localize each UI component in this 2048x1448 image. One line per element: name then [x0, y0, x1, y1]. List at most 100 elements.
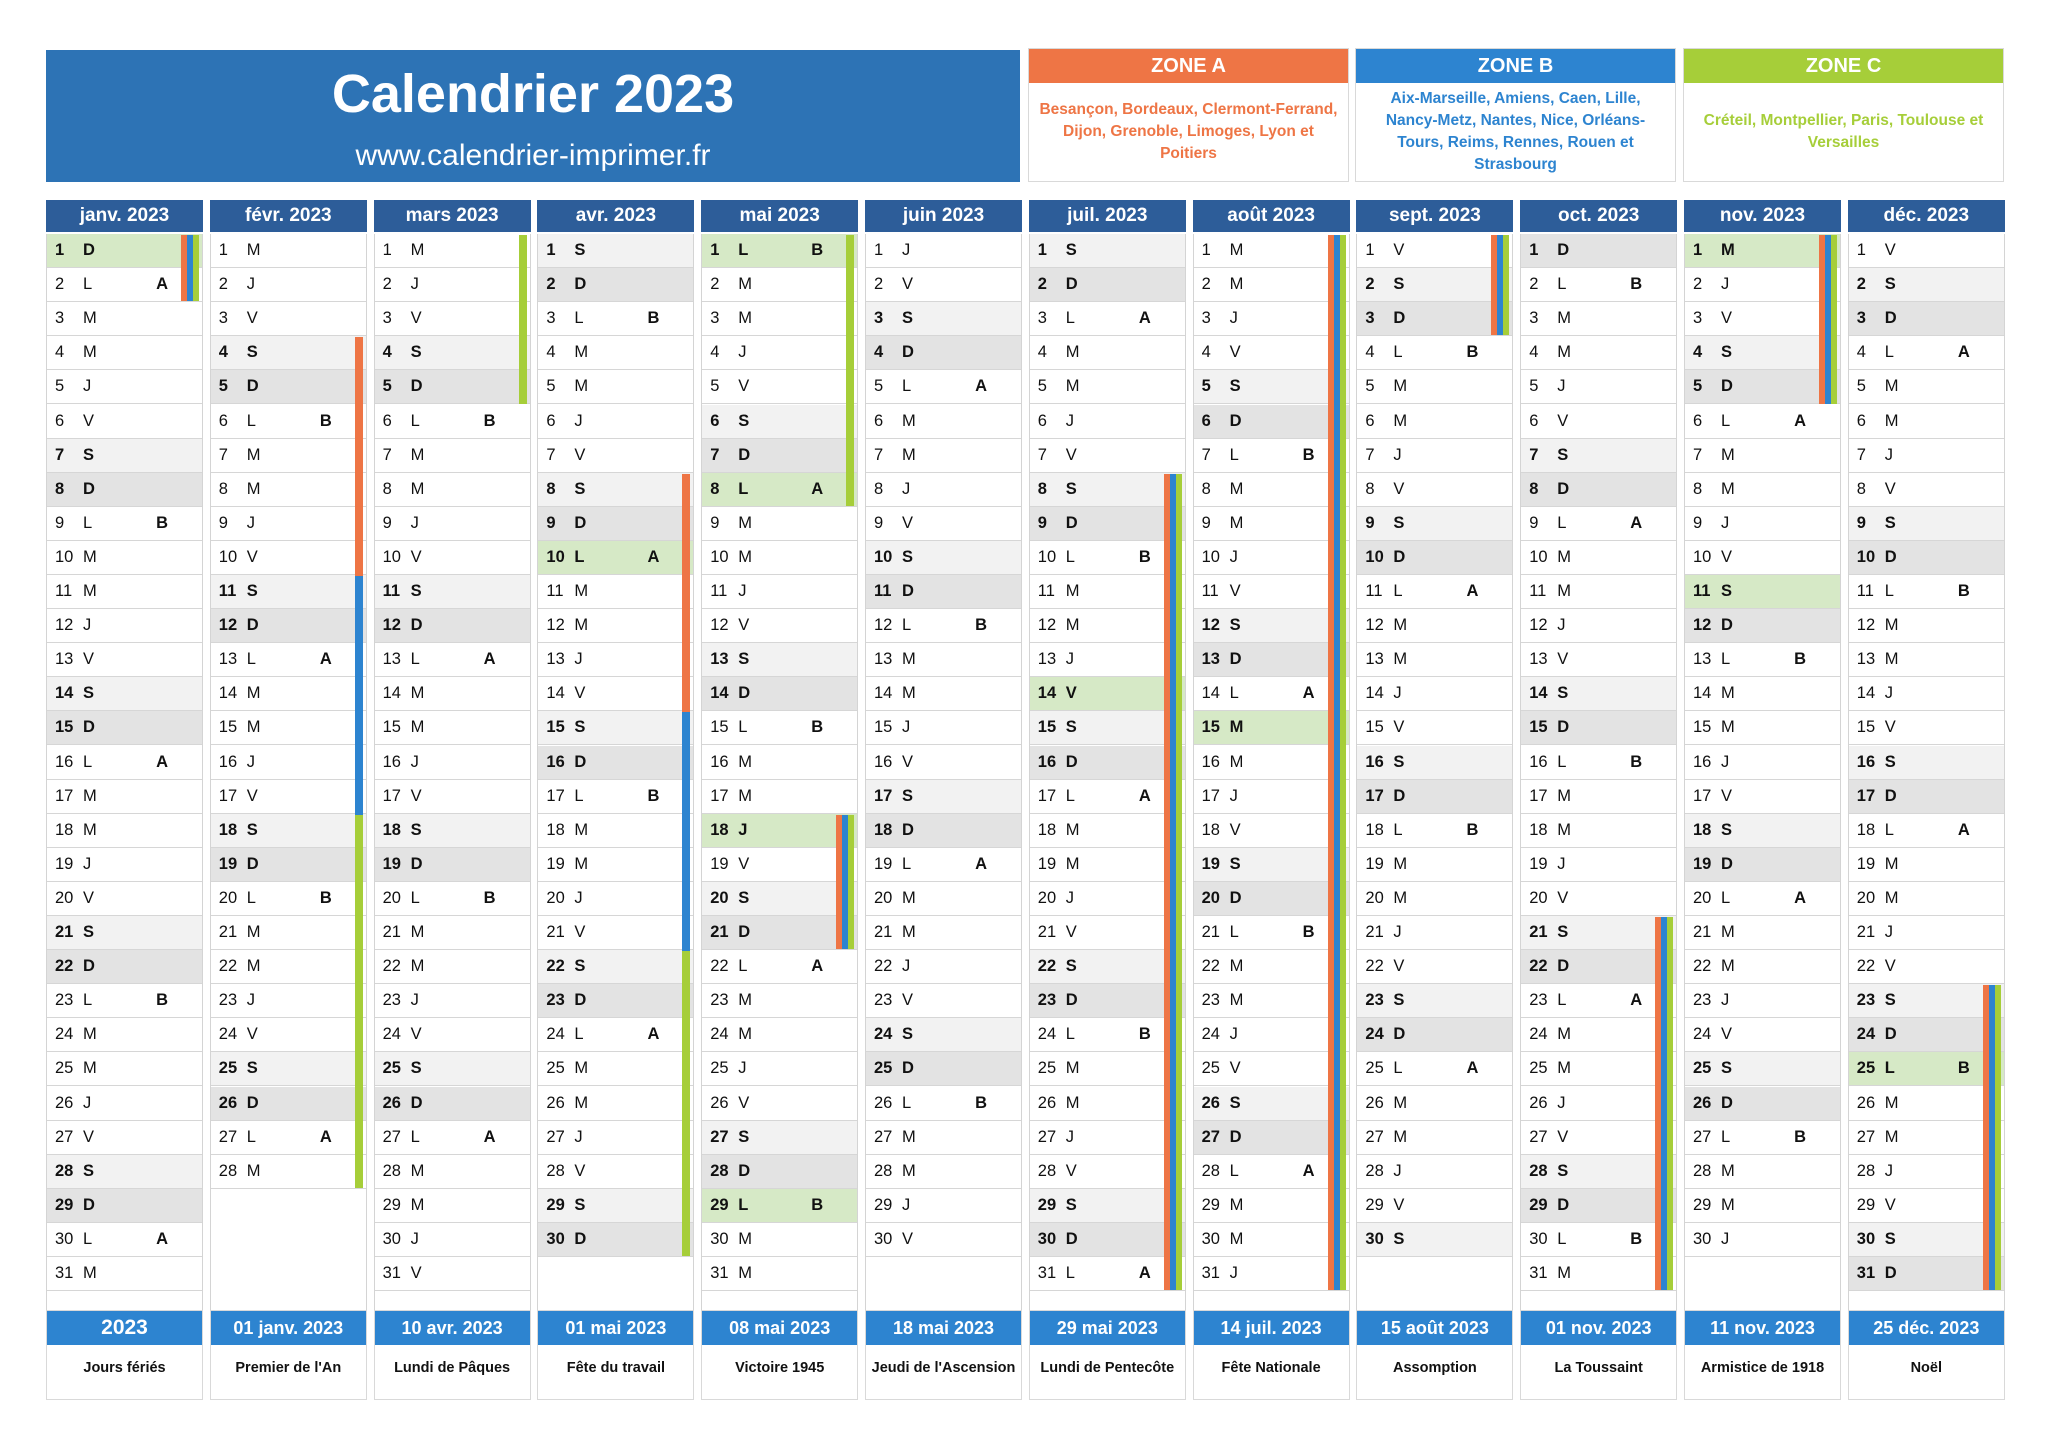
day-number: 12: [874, 616, 893, 635]
day-letter: L: [902, 854, 912, 873]
day-letter: V: [1229, 343, 1241, 362]
day-letter: L: [246, 888, 256, 907]
holiday-date: 01 mai 2023: [538, 1311, 694, 1345]
day-letter: V: [1884, 1195, 1896, 1214]
month-days: 1 M 2 J 3 V 4 S 5 D 6 L A 7 M 8 M 9 J 10 V 11 S 12 D 13 L B 14 M 15 M 16…: [1684, 234, 1841, 1327]
day-number: 23: [1201, 991, 1220, 1010]
day-letter: M: [410, 479, 425, 498]
day-number: 12: [55, 616, 74, 635]
day-row: 24 V: [210, 1018, 366, 1053]
day-row: 24 M: [1521, 1018, 1677, 1053]
day-letter: J: [83, 854, 92, 873]
day-number: 31: [55, 1264, 74, 1282]
day-number: 25: [1529, 1059, 1548, 1078]
day-letter: L: [574, 786, 584, 805]
day-letter: M: [83, 1059, 97, 1078]
day-letter: S: [410, 343, 422, 362]
day-row: 25 J: [702, 1052, 858, 1087]
day-letter: M: [1229, 241, 1244, 259]
day-row: 27 L B: [1685, 1121, 1840, 1155]
day-letter: M: [574, 820, 589, 839]
day-letter: M: [1393, 1093, 1408, 1112]
day-row: 28 M: [1685, 1155, 1840, 1189]
day-letter: S: [1065, 241, 1077, 259]
day-number: 21: [382, 923, 401, 941]
day-letter: S: [83, 923, 95, 941]
day-letter: M: [738, 991, 752, 1010]
day-number: 20: [218, 888, 238, 907]
week-letter: B: [1794, 650, 1806, 669]
day-number: 9: [1529, 513, 1539, 532]
day-letter: V: [902, 275, 914, 294]
day-number: 27: [546, 1127, 565, 1146]
day-letter: V: [410, 786, 422, 805]
week-letter: B: [1957, 582, 1970, 600]
day-row: 10 L B: [1029, 541, 1185, 575]
holiday-name: Lundi de Pâques: [394, 1360, 511, 1376]
day-letter: M: [410, 1195, 425, 1214]
day-letter: M: [410, 923, 425, 941]
day-letter: S: [1557, 684, 1569, 703]
day-row: 27 M: [1848, 1121, 2004, 1155]
day-number: 18: [1037, 820, 1057, 839]
day-letter: M: [902, 1127, 916, 1146]
day-number: 12: [218, 616, 238, 635]
day-number: 9: [1201, 513, 1211, 532]
vacation-bar-zone-b: [842, 814, 849, 950]
day-letter: M: [738, 1229, 752, 1248]
day-number: 21: [546, 923, 565, 941]
day-number: 14: [546, 684, 565, 703]
day-row: 17 M: [47, 780, 202, 814]
day-row: 25 D: [866, 1052, 1021, 1087]
day-row: 19 J: [47, 848, 202, 882]
day-letter: D: [1557, 718, 1570, 737]
day-row: 13 J: [538, 643, 694, 678]
day-row: 10 J: [1193, 541, 1349, 575]
day-row: 19 D: [1685, 847, 1840, 882]
day-number: 14: [710, 684, 729, 703]
day-letter: D: [1393, 547, 1406, 566]
day-letter: D: [1557, 479, 1570, 498]
day-letter: L: [83, 513, 93, 532]
week-letter: A: [1302, 684, 1315, 703]
day-number: 20: [546, 888, 565, 907]
vacation-bar-zone-a: [1327, 235, 1334, 1291]
day-letter: M: [738, 547, 752, 566]
day-letter: M: [1229, 718, 1244, 737]
day-row: 10 S: [866, 540, 1021, 575]
day-letter: M: [738, 786, 752, 805]
day-row: 29 D: [1521, 1188, 1677, 1223]
day-letter: L: [574, 547, 585, 566]
day-row: 12 D: [374, 609, 530, 644]
day-row: 26 J: [47, 1087, 202, 1121]
day-letter: D: [1065, 1229, 1078, 1248]
week-letter: B: [811, 718, 824, 737]
day-letter: M: [1393, 854, 1408, 873]
day-number: 5: [1856, 377, 1866, 396]
day-letter: D: [902, 343, 914, 362]
day-number: 20: [1037, 888, 1057, 907]
day-letter: S: [1884, 991, 1896, 1010]
day-letter: L: [83, 1229, 93, 1248]
day-row: 30 L A: [47, 1223, 202, 1257]
day-letter: V: [1229, 582, 1241, 600]
day-row: 14 S: [47, 677, 202, 712]
day-letter: S: [246, 343, 258, 362]
day-row: 28 M: [374, 1155, 530, 1189]
day-letter: J: [574, 411, 583, 430]
day-letter: V: [410, 1264, 422, 1282]
day-letter: J: [83, 377, 92, 396]
day-letter: L: [83, 991, 93, 1010]
day-row: 22 D: [47, 950, 202, 985]
day-letter: S: [1721, 1059, 1733, 1078]
day-letter: L: [1557, 752, 1567, 771]
day-letter: J: [1721, 513, 1730, 532]
day-number: 12: [546, 616, 565, 635]
zone-a-label: ZONE A: [1029, 49, 1348, 83]
